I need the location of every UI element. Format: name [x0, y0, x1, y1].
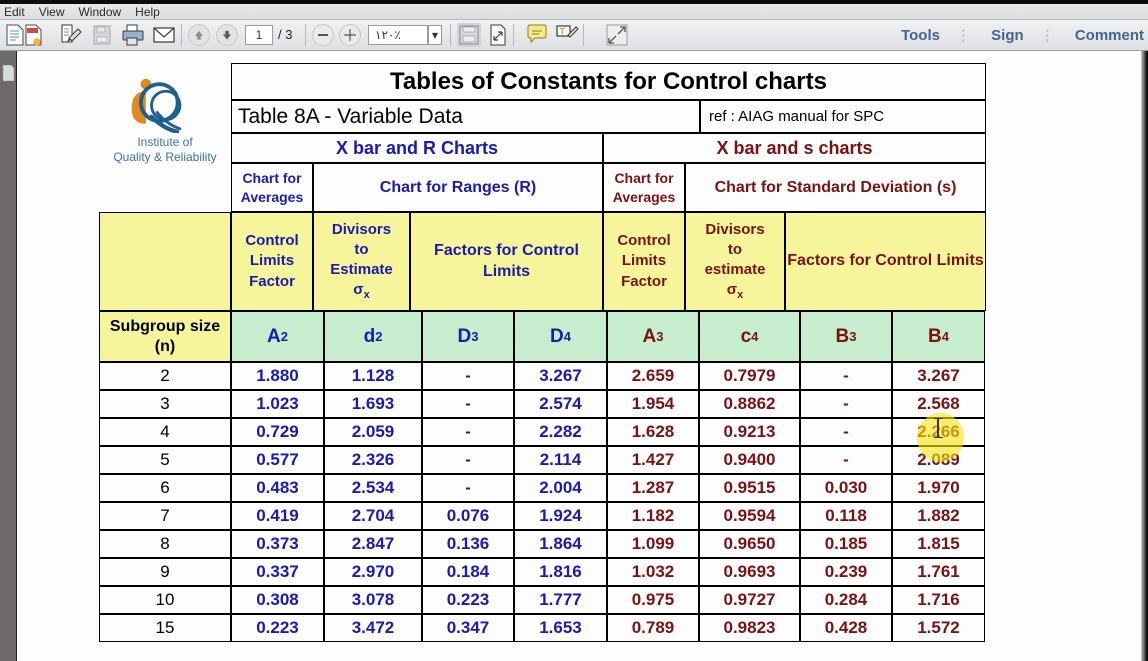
- svg-text:T: T: [560, 27, 566, 37]
